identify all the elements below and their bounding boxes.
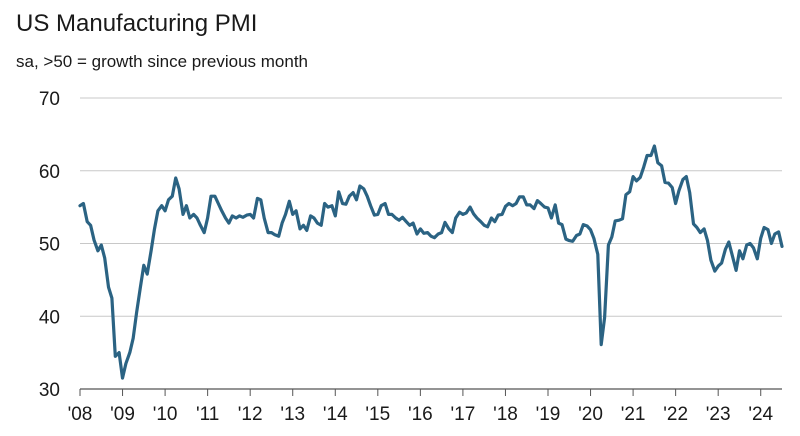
- x-tick-label: '08: [68, 404, 93, 425]
- x-tick-label: '18: [493, 404, 518, 425]
- x-tick-label: '10: [153, 404, 178, 425]
- y-tick-label: 70: [39, 89, 60, 110]
- x-tick-label: '19: [536, 404, 561, 425]
- x-tick-label: '22: [663, 404, 688, 425]
- x-tick-label: '11: [196, 404, 219, 425]
- x-tick-label: '13: [280, 404, 305, 425]
- x-tick-label: '14: [323, 404, 348, 425]
- x-tick-label: '12: [238, 404, 263, 425]
- y-tick-label: 50: [39, 235, 60, 256]
- x-tick-label: '20: [578, 404, 603, 425]
- x-tick-label: '21: [621, 404, 646, 425]
- x-tick-label: '17: [451, 404, 476, 425]
- pmi-series-line: [78, 144, 784, 380]
- chart-title: US Manufacturing PMI: [16, 10, 258, 37]
- chart-subtitle: sa, >50 = growth since previous month: [16, 52, 308, 71]
- x-tick-label: '09: [110, 404, 135, 425]
- x-tick-label: '23: [706, 404, 731, 425]
- x-tick-label: '24: [748, 404, 773, 425]
- y-tick-label: 60: [39, 162, 60, 183]
- y-tick-label: 40: [39, 307, 60, 328]
- x-tick-label: '15: [365, 404, 390, 425]
- y-tick-label: 30: [39, 380, 60, 401]
- x-tick-label: '16: [408, 404, 433, 425]
